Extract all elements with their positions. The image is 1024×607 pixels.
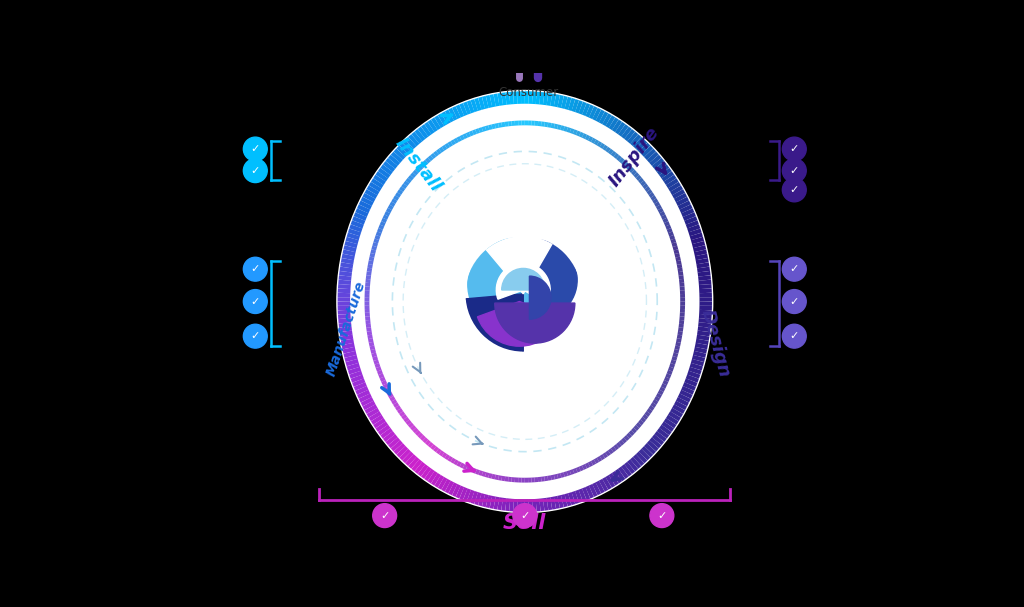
Circle shape [373,504,396,527]
Circle shape [782,290,806,313]
Circle shape [513,504,537,527]
Circle shape [782,137,806,161]
Wedge shape [497,263,550,304]
Circle shape [529,47,547,64]
Circle shape [782,257,806,281]
Circle shape [244,290,267,313]
Text: Consumer: Consumer [499,86,559,99]
Text: ✓: ✓ [790,331,799,341]
Text: ✓: ✓ [251,166,260,175]
Wedge shape [502,268,545,290]
Text: ✓: ✓ [520,510,529,521]
Text: ✓: ✓ [790,144,799,154]
Text: ✓: ✓ [790,185,799,195]
Text: ✓: ✓ [657,510,667,521]
Text: ✓: ✓ [380,510,389,521]
Text: Sell: Sell [503,514,547,534]
Circle shape [782,324,806,348]
Circle shape [468,239,560,331]
Wedge shape [464,294,523,354]
Text: ✓: ✓ [251,297,260,307]
Ellipse shape [337,90,713,512]
Circle shape [512,50,527,65]
Circle shape [782,158,806,183]
Circle shape [782,178,806,202]
Circle shape [244,324,267,348]
Circle shape [244,158,267,183]
Text: ✓: ✓ [790,264,799,274]
Circle shape [463,234,584,354]
Wedge shape [495,303,574,343]
Wedge shape [484,234,553,294]
Text: Inspire: Inspire [605,123,663,190]
Text: Manufacture: Manufacture [325,279,369,378]
Circle shape [244,257,267,281]
Text: ✓: ✓ [790,297,799,307]
Circle shape [650,504,674,527]
Text: Design: Design [698,308,733,380]
Wedge shape [529,276,551,319]
Text: Install: Install [392,134,445,195]
Text: ✓: ✓ [790,166,799,175]
Circle shape [466,236,581,351]
Wedge shape [477,302,561,346]
Text: ✓: ✓ [251,264,260,274]
Text: ✓: ✓ [251,144,260,154]
Wedge shape [538,240,578,320]
Circle shape [244,137,267,161]
Circle shape [523,30,535,41]
Text: ✓: ✓ [251,331,260,341]
